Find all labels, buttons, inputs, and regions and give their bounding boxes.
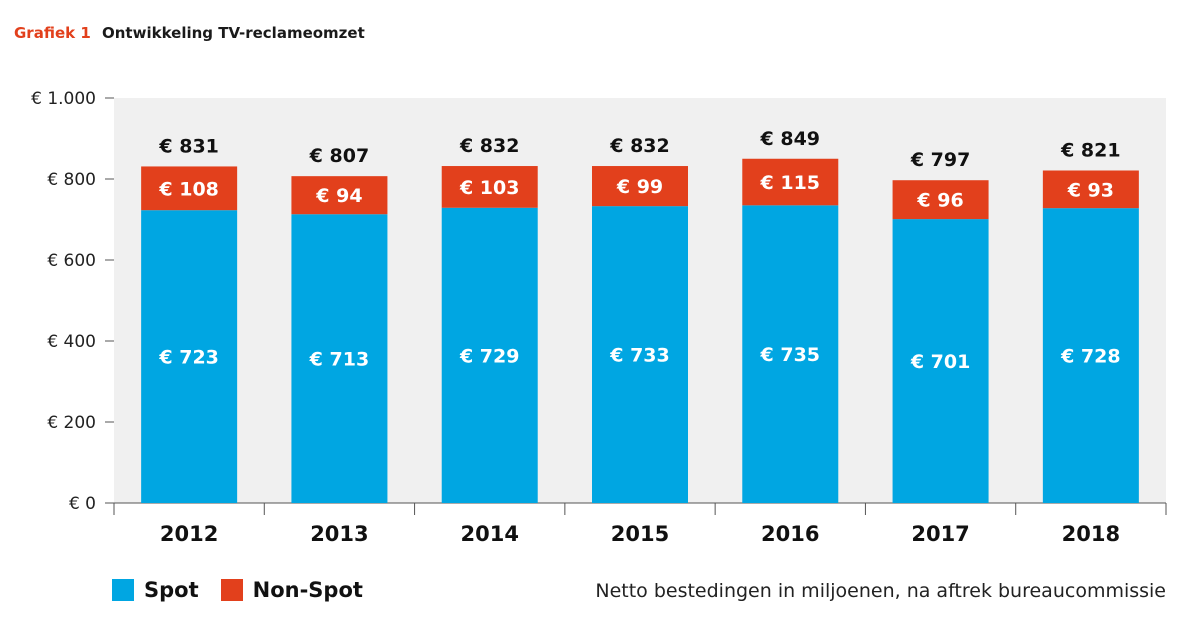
bar-non-spot-label: € 99 xyxy=(616,176,663,198)
legend-label-non-spot: Non-Spot xyxy=(252,578,363,602)
bar-non-spot xyxy=(141,166,238,211)
bar-non-spot xyxy=(441,166,538,208)
bar-total-label: € 849 xyxy=(760,128,821,150)
bar-spot-label: € 733 xyxy=(609,345,670,367)
y-tick-label: € 800 xyxy=(47,170,96,190)
bar-total-label: € 831 xyxy=(158,135,219,157)
x-category-label: 2014 xyxy=(460,522,518,546)
x-category-label: 2013 xyxy=(310,522,368,546)
bar-total-label: € 797 xyxy=(910,149,971,171)
chart-note: Netto bestedingen in miljoenen, na aftre… xyxy=(595,580,1166,602)
y-tick-label: € 1.000 xyxy=(31,89,96,109)
bar-spot-label: € 735 xyxy=(760,344,821,366)
legend: Spot Non-Spot xyxy=(112,578,385,602)
bar-spot-label: € 713 xyxy=(309,349,370,371)
bar-non-spot xyxy=(1042,170,1139,209)
x-category-label: 2012 xyxy=(160,522,218,546)
chart-heading: Ontwikkeling TV-reclameomzet xyxy=(102,24,365,42)
y-tick-label: € 0 xyxy=(69,494,96,514)
bar-non-spot xyxy=(892,180,989,220)
y-tick-label: € 600 xyxy=(47,251,96,271)
legend-item-spot: Spot xyxy=(112,578,199,602)
legend-swatch-non-spot xyxy=(220,579,243,601)
bar-spot xyxy=(441,207,538,503)
bar-spot-label: € 729 xyxy=(459,345,520,367)
x-category-label: 2016 xyxy=(761,522,819,546)
bar-spot xyxy=(892,219,989,503)
bar-spot-label: € 728 xyxy=(1060,346,1121,368)
x-category-label: 2018 xyxy=(1062,522,1120,546)
bar-total-label: € 832 xyxy=(459,135,520,157)
chart-title: Grafiek 1 Ontwikkeling TV-reclameomzet xyxy=(14,24,365,42)
legend-swatch-spot xyxy=(112,579,134,601)
bar-total-label: € 832 xyxy=(609,135,670,157)
chart-tag: Grafiek 1 xyxy=(14,24,91,42)
x-category-label: 2017 xyxy=(911,522,969,546)
bar-spot-label: € 701 xyxy=(910,351,971,373)
y-tick-label: € 400 xyxy=(47,332,96,352)
bar-non-spot-label: € 103 xyxy=(459,177,520,199)
bar-non-spot-label: € 93 xyxy=(1067,179,1114,201)
bar-non-spot xyxy=(592,166,688,207)
bar-spot xyxy=(592,206,688,503)
x-category-label: 2015 xyxy=(611,522,669,546)
bar-non-spot-label: € 96 xyxy=(916,190,963,212)
bar-total-label: € 807 xyxy=(309,145,370,167)
bar-spot xyxy=(1042,208,1139,503)
bar-chart: € 0 € 200 € 400 € 600 € 800 € 1.000 € 723 € 108… xyxy=(31,89,1167,546)
bar-spot xyxy=(291,214,388,504)
bar-non-spot xyxy=(742,158,839,206)
bar-non-spot xyxy=(291,176,388,215)
bar-spot-label: € 723 xyxy=(158,347,219,369)
bar-spot xyxy=(141,210,238,503)
bar-non-spot-label: € 115 xyxy=(760,172,821,194)
bar-non-spot-label: € 108 xyxy=(158,178,219,200)
bar-non-spot-label: € 94 xyxy=(315,185,362,207)
bar-total-label: € 821 xyxy=(1060,139,1121,161)
y-tick-label: € 200 xyxy=(47,413,96,433)
bar-spot xyxy=(742,205,839,503)
legend-item-non-spot: Non-Spot xyxy=(220,578,363,602)
legend-label-spot: Spot xyxy=(144,578,199,602)
